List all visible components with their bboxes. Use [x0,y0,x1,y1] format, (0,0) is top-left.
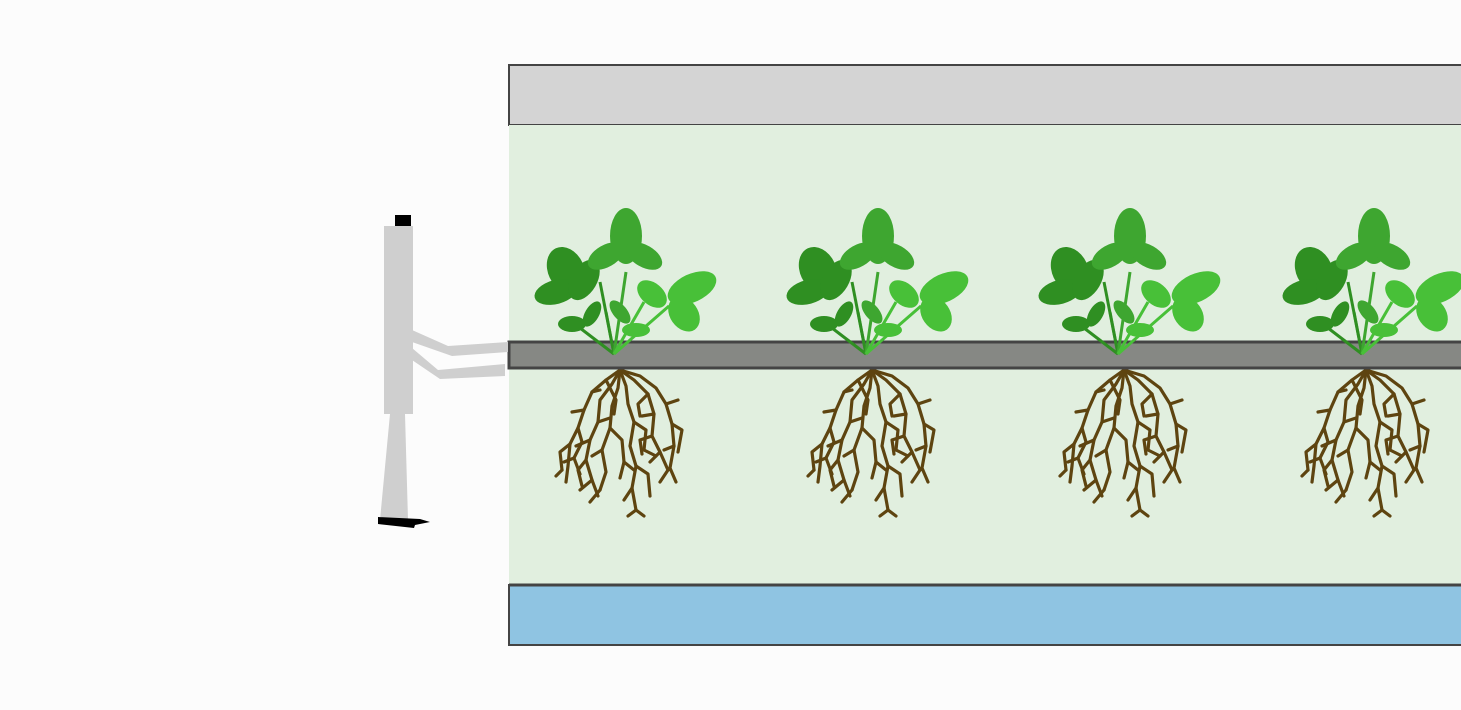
water-reservoir [508,584,1461,646]
person-leg [380,414,408,520]
person-body [384,226,413,414]
plant-bar [507,340,1461,370]
person-foot [378,517,430,528]
person-arm-upper [412,330,508,356]
lid-panel [508,64,1461,126]
person-icon [378,215,508,528]
person-head [395,215,411,227]
person-arm-lower [412,348,505,379]
